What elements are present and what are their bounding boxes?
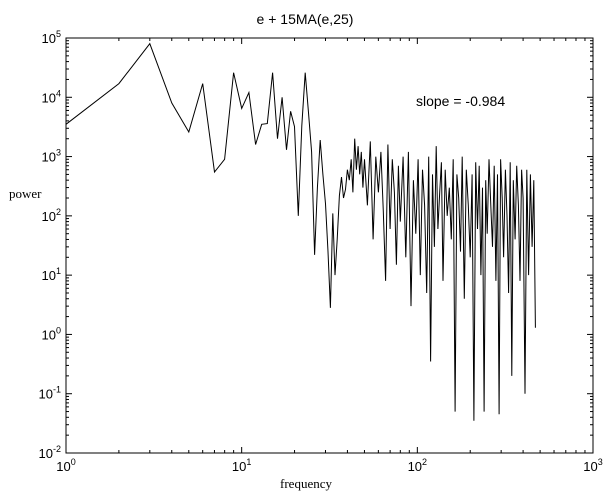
slope-annotation: slope = -0.984: [416, 93, 505, 109]
y-axis-label: power: [9, 186, 42, 201]
x-tick-label: 103: [583, 457, 602, 474]
x-tick-label: 100: [56, 457, 75, 474]
power-series-line: [65, 42, 536, 421]
y-tick-label: 104: [42, 88, 61, 105]
y-tick-label: 100: [42, 325, 61, 342]
y-tick-label: 105: [42, 29, 61, 46]
chart-title: e + 15MA(e,25): [257, 11, 354, 27]
x-axis-label: frequency: [280, 476, 332, 491]
y-tick-label: 101: [42, 266, 61, 283]
x-tick-label: 102: [408, 457, 427, 474]
x-tick-label: 101: [232, 457, 251, 474]
y-tick-label: 10-1: [39, 385, 61, 402]
y-tick-label: 102: [42, 207, 61, 224]
y-tick-label: 10-2: [39, 444, 61, 461]
plot-area-frame: [65, 37, 594, 454]
tick-labels: 100 101 102 103 10-2 10-1 100 101 102 103 104 105: [39, 29, 603, 474]
axis-ticks: [65, 37, 594, 454]
y-tick-label: 103: [42, 148, 61, 165]
